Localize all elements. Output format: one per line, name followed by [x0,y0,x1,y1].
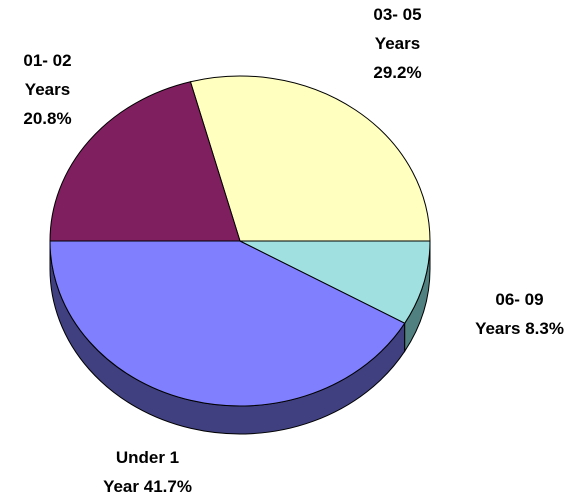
value-label: 20.8% [23,109,72,128]
value-label: 41.7% [143,477,192,496]
slice-label: 03- 05 Years 29.2% [360,0,435,87]
value-label: 29.2% [373,63,422,82]
pie-slice [49,81,241,242]
category-label: 01- 02 Years [23,51,72,99]
value-label: 8.3% [525,319,564,338]
category-label: 06- 09 Years [475,290,544,338]
slice-label: 01- 02 Years 20.8% [10,46,85,133]
slice-label: Under 1 Year 41.7% [100,443,195,501]
slice-label: 06- 09 Years 8.3% [472,285,567,343]
pie-slice [239,240,431,324]
category-label: Under 1 Year [103,448,180,496]
category-label: 03- 05 Years [373,5,422,53]
pie-slice [189,75,431,242]
pie-slice [49,240,406,407]
